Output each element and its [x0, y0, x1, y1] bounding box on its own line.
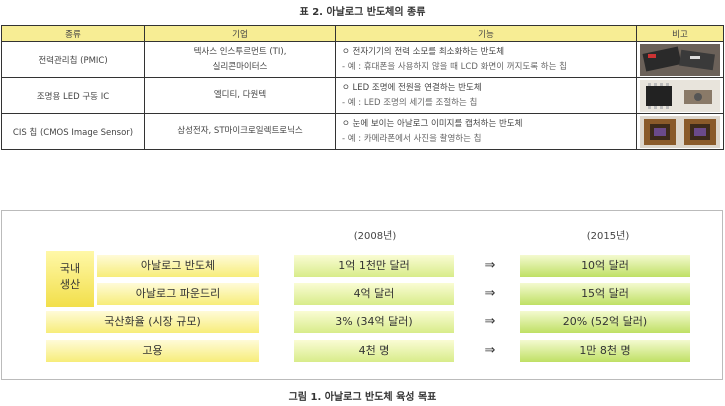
row-company: 삼성전자, ST마이크로일렉트로닉스: [144, 113, 336, 150]
company-line: 텍사스 인스투르먼트 (TI),: [193, 46, 287, 57]
domestic-label-line: 국내: [59, 262, 81, 275]
arrow-icon: ⇒: [484, 343, 496, 358]
row-company: 텍사스 인스투르먼트 (TI), 실리콘마이터스: [144, 41, 336, 78]
company-line: 실리콘마이터스: [212, 61, 268, 72]
header-company: 기업: [144, 25, 336, 42]
goal-label: 아날로그 반도체: [97, 255, 259, 277]
table-row: 전력관리칩 (PMIC) 텍사스 인스투르먼트 (TI), 실리콘마이터스 ㅇ …: [1, 41, 724, 78]
row-company: 엘디티, 다원텍: [144, 77, 336, 114]
row-type: 전력관리칩 (PMIC): [1, 41, 145, 78]
header-function: 기능: [335, 25, 637, 42]
figure-title: 그림 1. 아날로그 반도체 육성 목표: [288, 392, 437, 403]
goal-value-2015: 20% (52억 달러): [520, 311, 690, 333]
function-text: ㅇ 눈에 보이는 아날로그 이미지를 캡처하는 반도체: [342, 118, 523, 129]
header-type: 종류: [1, 25, 145, 42]
company-line: 엘디티, 다원텍: [213, 90, 267, 100]
row-function: ㅇ 전자기기의 전력 소모를 최소화하는 반도체 - 예 : 휴대폰을 사용하지…: [335, 41, 637, 78]
goal-value-2015: 1만 8천 명: [520, 340, 690, 362]
goal-value-2008: 4천 명: [294, 340, 454, 362]
row-image-cell: [636, 113, 724, 150]
analog-semiconductor-table: 종류 기업 기능 비고 전력관리칩 (PMIC) 텍사스 인스투르먼트 (TI)…: [1, 25, 724, 150]
table-header-row: 종류 기업 기능 비고: [1, 25, 724, 42]
year-2008-header: (2008년): [353, 231, 397, 242]
goal-label: 아날로그 파운드리: [97, 283, 259, 305]
arrow-icon: ⇒: [484, 258, 496, 273]
header-note: 비고: [636, 25, 724, 42]
development-goals-figure: (2008년) (2015년) 국내 생산 아날로그 반도체 1억 1천만 달러…: [1, 210, 723, 380]
example-text: - 예 : 카메라폰에서 사진을 촬영하는 칩: [342, 133, 482, 144]
row-function: ㅇ LED 조명에 전원을 연결하는 반도체 - 예 : LED 조명의 세기를…: [335, 77, 637, 114]
example-text: - 예 : 휴대폰을 사용하지 않을 때 LCD 화면이 꺼지도록 하는 칩: [342, 61, 567, 72]
company-line: 삼성전자, ST마이크로일렉트로닉스: [177, 126, 303, 136]
table-row: CIS 칩 (CMOS Image Sensor) 삼성전자, ST마이크로일렉…: [1, 113, 724, 150]
cmos-sensor-photo: [640, 115, 720, 148]
function-text: ㅇ 전자기기의 전력 소모를 최소화하는 반도체: [342, 46, 505, 57]
goal-value-2008: 4억 달러: [294, 283, 454, 305]
goal-value-2015: 10억 달러: [520, 255, 690, 277]
row-image-cell: [636, 77, 724, 114]
arrow-icon: ⇒: [484, 286, 496, 301]
goal-value-2008: 1억 1천만 달러: [294, 255, 454, 277]
row-image-cell: [636, 41, 724, 78]
goal-label: 고용: [46, 340, 259, 362]
function-text: ㅇ LED 조명에 전원을 연결하는 반도체: [342, 82, 482, 93]
row-function: ㅇ 눈에 보이는 아날로그 이미지를 캡처하는 반도체 - 예 : 카메라폰에서…: [335, 113, 637, 150]
goal-value-2008: 3% (34억 달러): [294, 311, 454, 333]
example-text: - 예 : LED 조명의 세기를 조절하는 칩: [342, 97, 478, 108]
row-type: CIS 칩 (CMOS Image Sensor): [1, 113, 145, 150]
arrow-icon: ⇒: [484, 314, 496, 329]
domestic-production-label: 국내 생산: [46, 251, 94, 307]
domestic-label-line: 생산: [59, 278, 81, 291]
led-driver-chip-photo: [640, 79, 720, 112]
row-type: 조명용 LED 구동 IC: [1, 77, 145, 114]
year-2015-header: (2015년): [586, 231, 630, 242]
table-title: 표 2. 아날로그 반도체의 종류: [299, 7, 426, 18]
goal-value-2015: 15억 달러: [520, 283, 690, 305]
goal-label: 국산화율 (시장 규모): [46, 311, 259, 333]
pmic-chip-photo: [640, 43, 720, 76]
table-row: 조명용 LED 구동 IC 엘디티, 다원텍 ㅇ LED 조명에 전원을 연결하…: [1, 77, 724, 114]
